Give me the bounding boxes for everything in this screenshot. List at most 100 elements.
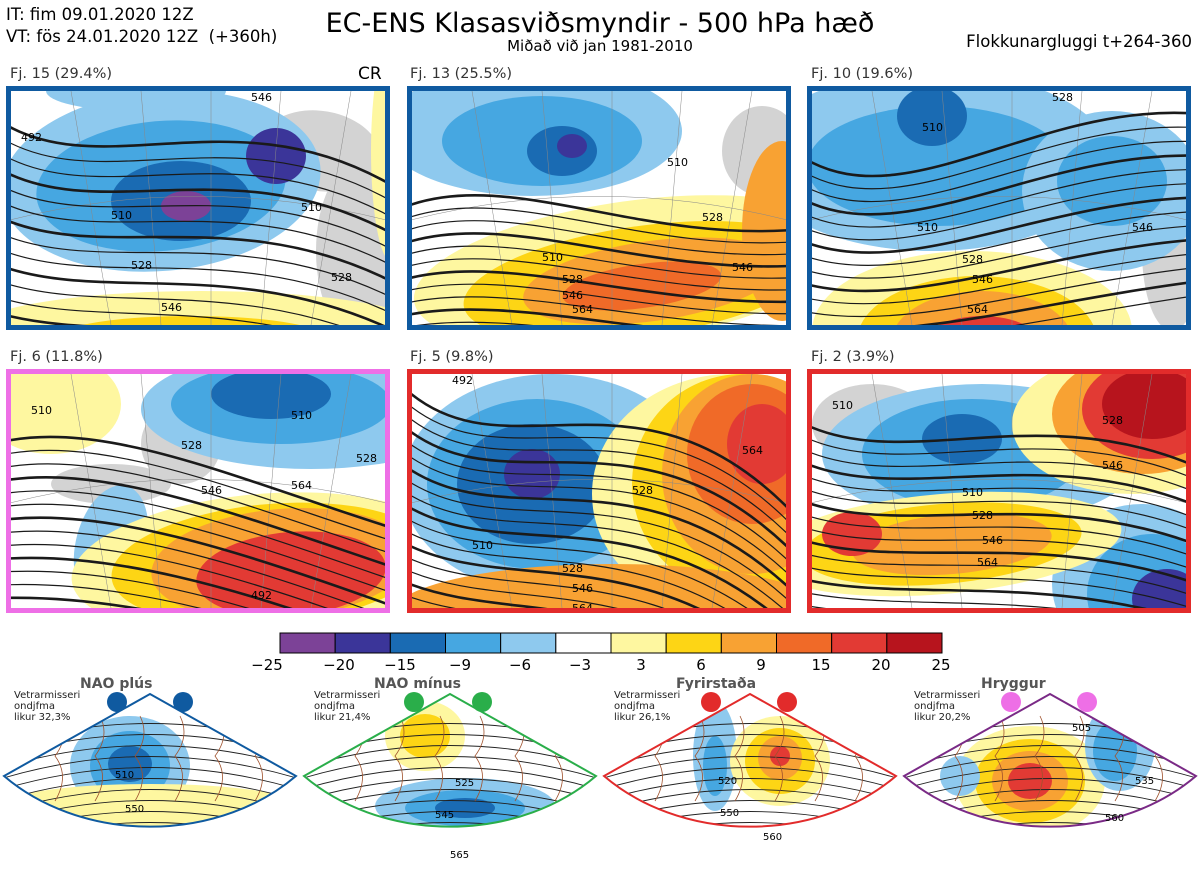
meridian-line xyxy=(871,91,913,325)
height-contour xyxy=(11,449,385,540)
page-title: EC-ENS Klasasviðsmyndir - 500 hPa hæð xyxy=(325,8,875,39)
height-contour xyxy=(412,406,786,521)
height-contour xyxy=(812,554,1186,594)
height-contour xyxy=(812,169,1186,228)
regime-fan-svg: 505 535 560 xyxy=(900,692,1200,868)
contour-label: 510 xyxy=(542,251,563,264)
regime-note-line: Vetrarmisseri xyxy=(14,690,81,701)
height-contour xyxy=(812,111,1186,178)
contour-label: 564 xyxy=(572,303,593,316)
contour-label: 492 xyxy=(251,589,272,602)
coastline xyxy=(774,715,785,802)
height-contour xyxy=(416,321,534,325)
height-contour xyxy=(600,845,900,868)
positive-anomaly-area xyxy=(562,261,722,311)
contour-label: 528 xyxy=(331,271,352,284)
meridian-line xyxy=(260,91,282,325)
parallel-line xyxy=(812,196,1186,220)
contour-label: 565 xyxy=(450,850,469,861)
contour-label: 528 xyxy=(962,253,983,266)
height-contour xyxy=(412,270,786,304)
panel-map-svg: 510 528 546 564 492 510 528 xyxy=(11,374,385,608)
regime-marker-dot xyxy=(1077,692,1097,712)
colorbar-tick-label: −9 xyxy=(448,656,472,674)
regime-marker-dot xyxy=(404,692,424,712)
contour-label: 535 xyxy=(1135,776,1154,787)
height-contour xyxy=(11,142,385,199)
panel-map-svg: 510 528 546 564 510 528 546 xyxy=(812,374,1186,608)
negative-anomaly-area xyxy=(46,91,226,111)
contour-label: 550 xyxy=(720,808,739,819)
colorbar-tick-label: −6 xyxy=(508,656,532,674)
height-contour xyxy=(11,503,385,591)
colorbar-tick-label: 20 xyxy=(871,656,891,674)
regime-title: NAO mínus xyxy=(374,676,461,692)
panel-label: Fj. 5 (9.8%) xyxy=(410,349,494,365)
panel-label: Fj. 13 (25.5%) xyxy=(410,66,513,82)
height-contour xyxy=(812,541,1186,582)
colorbar-swatch xyxy=(555,632,612,654)
height-contour xyxy=(412,220,786,256)
header-info: IT: fim 09.01.2020 12Z VT: fös 24.01.2020… xyxy=(6,4,277,48)
height-contour xyxy=(412,482,786,600)
coastline xyxy=(474,715,485,802)
coastline xyxy=(134,715,145,802)
height-contour xyxy=(4,822,296,827)
height-contour xyxy=(412,207,786,244)
height-contour xyxy=(900,845,1200,868)
height-contour xyxy=(904,745,1196,769)
height-contour xyxy=(812,126,1186,190)
meridian-line xyxy=(941,91,963,325)
contour-label: 528 xyxy=(562,273,583,286)
meridian-line xyxy=(260,374,282,608)
height-contour xyxy=(412,558,665,608)
positive-anomaly-area xyxy=(939,316,1025,325)
panel-map-svg: 510 528 546 564 492 528 564 xyxy=(412,374,786,608)
height-contour xyxy=(812,225,1186,279)
regime-marker-dot xyxy=(701,692,721,712)
height-contour xyxy=(412,469,786,587)
regime-note-line: Vetrarmisseri xyxy=(614,690,681,701)
height-contour xyxy=(11,237,385,296)
regime-note-line: Vetrarmisseri xyxy=(914,690,981,701)
panel-label: Fj. 6 (11.8%) xyxy=(10,349,103,365)
fan-border xyxy=(2,692,298,828)
fan-border xyxy=(302,692,598,828)
regime-note-line: likur 20,2% xyxy=(914,712,971,723)
height-contour xyxy=(412,430,786,548)
height-contour xyxy=(604,778,896,802)
height-contour xyxy=(11,125,385,184)
negative-anomaly-area xyxy=(703,736,727,796)
height-contour xyxy=(11,476,385,566)
regime-probability-note: Vetrarmisseri ondjfma likur 32,3% xyxy=(14,690,80,723)
cluster-map-panel: 510 528 546 564 492 510 528 xyxy=(6,369,390,613)
negative-anomaly-area xyxy=(557,134,587,158)
contour-label: 546 xyxy=(982,534,1003,547)
positive-anomaly-area xyxy=(371,91,385,256)
height-contour xyxy=(812,516,1186,555)
height-contour xyxy=(812,502,1186,543)
height-contour xyxy=(412,520,748,608)
height-contour xyxy=(11,284,340,325)
regime-note-line: Vetrarmisseri xyxy=(314,690,381,701)
contour-label: 564 xyxy=(572,602,593,608)
colorbar-swatch xyxy=(831,632,888,654)
contour-label: 564 xyxy=(742,444,763,457)
regime-marker-dot xyxy=(472,692,492,712)
height-contour xyxy=(604,745,896,769)
contour-label: 545 xyxy=(435,810,454,821)
negative-anomaly-area xyxy=(1057,136,1167,226)
positive-anomaly-area xyxy=(412,564,786,608)
height-contour xyxy=(11,189,385,247)
anomaly-colorbar xyxy=(279,632,943,654)
height-contour xyxy=(11,173,385,232)
height-contour xyxy=(11,556,293,608)
contour-label: 505 xyxy=(1072,723,1091,734)
positive-anomaly-area xyxy=(82,316,300,325)
height-contour xyxy=(812,593,1057,608)
regime-fan-nao-plus: 510 550 NAO plús Vetrarmisseri ondjfma likur … xyxy=(0,676,300,871)
height-contour xyxy=(812,268,1186,318)
height-contour xyxy=(0,845,300,868)
height-contour xyxy=(412,258,786,291)
contour-label: 564 xyxy=(977,556,998,569)
